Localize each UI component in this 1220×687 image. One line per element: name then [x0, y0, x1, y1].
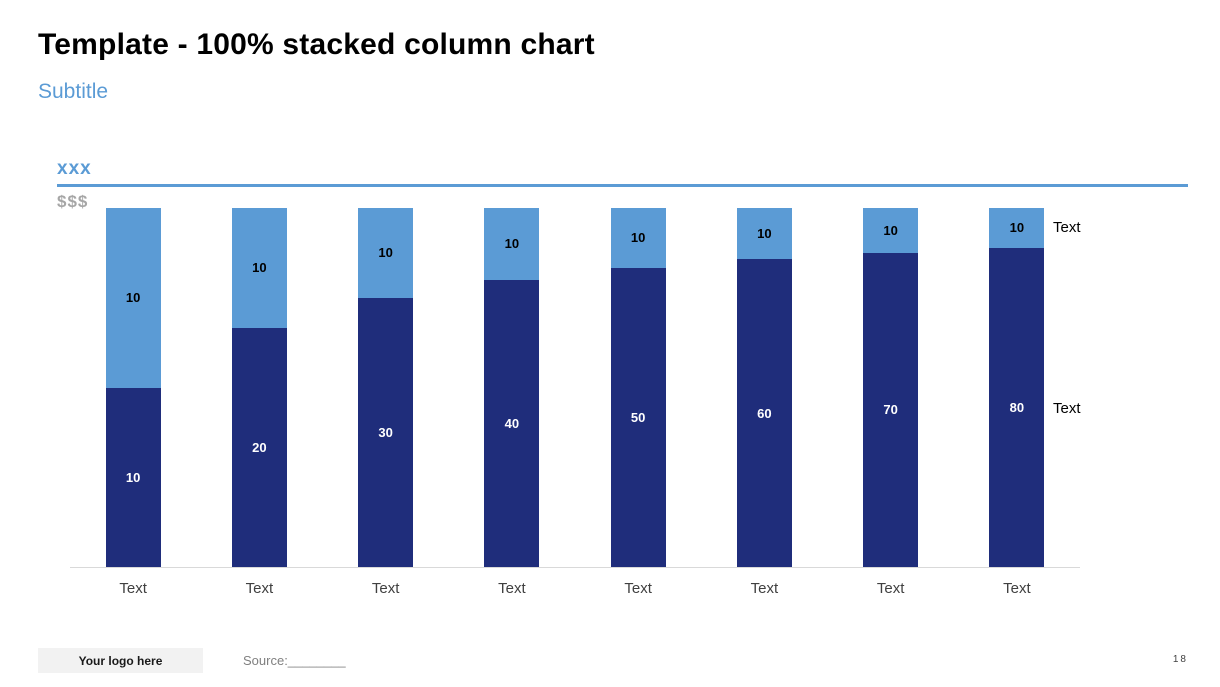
bar-segment-bottom: 40	[484, 280, 539, 567]
bar-value-label: 10	[126, 290, 140, 305]
bar-segment-bottom: 70	[863, 253, 918, 567]
bar-segment-bottom: 30	[358, 298, 413, 567]
column-group: 10 10	[70, 208, 196, 567]
category-label: Text	[196, 580, 322, 597]
stacked-bar: 10 40	[484, 208, 539, 567]
bar-segment-bottom: 50	[611, 268, 666, 567]
category-label: Text	[70, 580, 196, 597]
slide-canvas: { "slide": { "title": "Template - 100% s…	[0, 0, 1220, 687]
bar-value-label: 40	[505, 416, 519, 431]
stacked-bar: 10 30	[358, 208, 413, 567]
bar-value-label: 80	[1010, 400, 1024, 415]
bar-segment-bottom: 10	[106, 388, 161, 568]
column-group: 10 30	[323, 208, 449, 567]
column-group: 10 40	[449, 208, 575, 567]
bar-segment-top: 10	[106, 208, 161, 388]
stacked-bar: 10 70	[863, 208, 918, 567]
logo-placeholder: Your logo here	[38, 648, 203, 673]
bar-segment-top: 10	[484, 208, 539, 280]
slide-title: Template - 100% stacked column chart	[38, 28, 595, 62]
category-label: Text	[449, 580, 575, 597]
column-group: 10 60	[701, 208, 827, 567]
page-number: 18	[1173, 654, 1188, 665]
stacked-bar: 10 10	[106, 208, 161, 567]
category-axis: TextTextTextTextTextTextTextText	[70, 580, 1080, 597]
column-group: 10 80	[954, 208, 1080, 567]
bar-segment-top: 10	[358, 208, 413, 298]
category-label: Text	[575, 580, 701, 597]
series-label-bottom: Text	[1053, 400, 1081, 417]
bar-value-label: 30	[378, 425, 392, 440]
bar-segment-bottom: 20	[232, 328, 287, 567]
bar-segment-top: 10	[737, 208, 792, 259]
bar-value-label: 10	[126, 470, 140, 485]
stacked-bar: 10 50	[611, 208, 666, 567]
bar-value-label: 10	[1010, 220, 1024, 235]
category-label: Text	[323, 580, 449, 597]
bar-segment-top: 10	[232, 208, 287, 328]
bar-segment-bottom: 80	[989, 248, 1044, 567]
bar-value-label: 10	[505, 236, 519, 251]
series-label-top: Text	[1053, 219, 1081, 236]
source-text: Source:________	[243, 653, 346, 668]
bar-value-label: 10	[757, 226, 771, 241]
column-group: 10 70	[828, 208, 954, 567]
logo-text: Your logo here	[79, 654, 163, 668]
chart-divider-line	[57, 184, 1188, 187]
stacked-bar: 10 20	[232, 208, 287, 567]
bar-value-label: 10	[883, 223, 897, 238]
stacked-bar: 10 80	[989, 208, 1044, 567]
column-group: 10 50	[575, 208, 701, 567]
bar-value-label: 10	[631, 230, 645, 245]
column-group: 10 20	[196, 208, 322, 567]
bar-value-label: 10	[252, 260, 266, 275]
slide-subtitle: Subtitle	[38, 80, 108, 104]
stacked-bar: 10 60	[737, 208, 792, 567]
bar-segment-top: 10	[863, 208, 918, 253]
bar-value-label: 70	[883, 402, 897, 417]
chart-axis-title: xxx	[57, 158, 92, 180]
bar-segment-top: 10	[989, 208, 1044, 248]
category-label: Text	[954, 580, 1080, 597]
bar-segment-bottom: 60	[737, 259, 792, 567]
category-label: Text	[828, 580, 954, 597]
bar-segment-top: 10	[611, 208, 666, 268]
bar-value-label: 10	[378, 245, 392, 260]
plot-area: 10 10 10 20 10 30 10 40 10 50 10 60 10 70 10 80	[70, 208, 1080, 568]
bar-value-label: 50	[631, 410, 645, 425]
bar-value-label: 60	[757, 406, 771, 421]
category-label: Text	[701, 580, 827, 597]
bar-value-label: 20	[252, 440, 266, 455]
